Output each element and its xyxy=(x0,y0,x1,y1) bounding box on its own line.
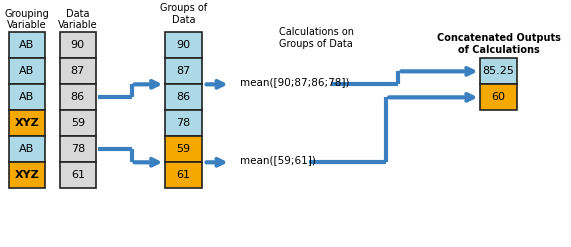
Text: 60: 60 xyxy=(492,92,506,102)
Text: Groups of
Data: Groups of Data xyxy=(160,3,207,25)
Text: 86: 86 xyxy=(176,92,191,102)
Bar xyxy=(165,58,202,84)
Bar xyxy=(9,136,45,162)
Text: 59: 59 xyxy=(71,118,85,128)
Bar xyxy=(59,162,96,188)
Text: 61: 61 xyxy=(176,170,191,180)
Bar xyxy=(59,84,96,110)
Text: mean([90;87;86;78]): mean([90;87;86;78]) xyxy=(240,77,349,87)
Bar xyxy=(9,162,45,188)
Text: 61: 61 xyxy=(71,170,85,180)
Bar xyxy=(9,58,45,84)
Bar xyxy=(165,110,202,136)
Text: 90: 90 xyxy=(71,40,85,50)
Bar xyxy=(59,110,96,136)
Bar xyxy=(9,32,45,58)
Text: 90: 90 xyxy=(176,40,191,50)
Text: XYZ: XYZ xyxy=(14,118,39,128)
Text: AB: AB xyxy=(19,40,34,50)
Text: 86: 86 xyxy=(71,92,85,102)
Text: XYZ: XYZ xyxy=(14,170,39,180)
Bar xyxy=(165,32,202,58)
Bar xyxy=(59,58,96,84)
Bar xyxy=(480,84,517,110)
Text: Data
Variable: Data Variable xyxy=(58,9,98,30)
Text: 59: 59 xyxy=(176,144,191,154)
Text: Calculations on
Groups of Data: Calculations on Groups of Data xyxy=(279,27,353,49)
Text: mean([59;61]): mean([59;61]) xyxy=(240,155,316,165)
Bar xyxy=(165,136,202,162)
Text: 78: 78 xyxy=(71,144,85,154)
Bar xyxy=(165,162,202,188)
Text: AB: AB xyxy=(19,92,34,102)
Bar xyxy=(9,84,45,110)
Text: Grouping
Variable: Grouping Variable xyxy=(5,9,49,30)
Text: 87: 87 xyxy=(176,66,191,76)
Bar xyxy=(165,84,202,110)
Bar xyxy=(480,58,517,84)
Text: 85.25: 85.25 xyxy=(482,66,514,76)
Bar xyxy=(59,136,96,162)
Bar xyxy=(59,32,96,58)
Text: AB: AB xyxy=(19,144,34,154)
Text: 78: 78 xyxy=(176,118,191,128)
Text: 87: 87 xyxy=(71,66,85,76)
Text: AB: AB xyxy=(19,66,34,76)
Text: Concatenated Outputs
of Calculations: Concatenated Outputs of Calculations xyxy=(437,33,561,55)
Bar xyxy=(9,110,45,136)
